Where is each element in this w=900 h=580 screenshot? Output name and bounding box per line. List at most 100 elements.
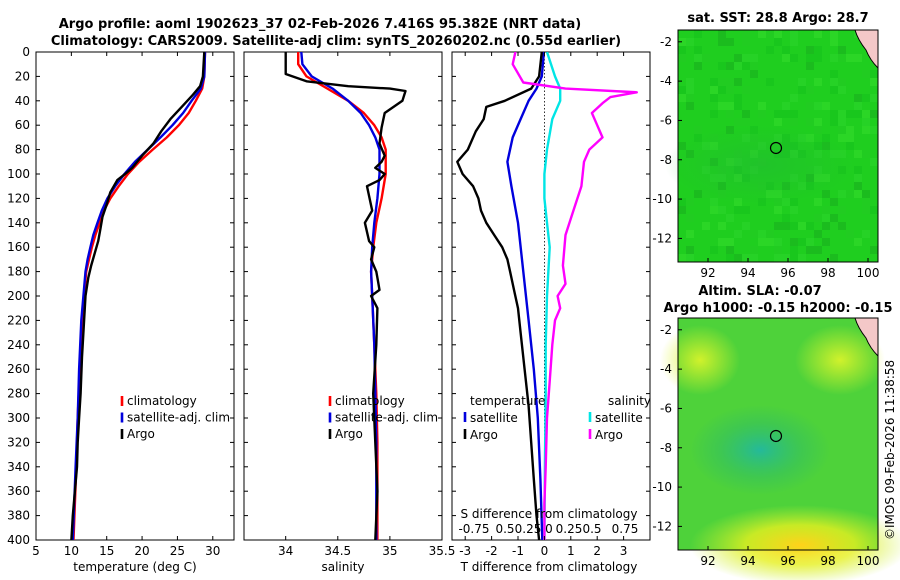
- sst-cell: [862, 118, 870, 126]
- map-xtick-label: 94: [740, 554, 755, 568]
- sst-cell: [694, 30, 702, 38]
- map-ytick-label: -8: [660, 153, 672, 167]
- sst-cell: [694, 54, 702, 62]
- sst-cell: [742, 30, 750, 38]
- ytick-label: 200: [7, 289, 30, 303]
- sst-cell: [822, 214, 830, 222]
- sdiff-tick-label: 0.5: [495, 522, 514, 536]
- sst-cell: [830, 86, 838, 94]
- sst-cell: [854, 182, 862, 190]
- sst-cell: [750, 254, 758, 262]
- sst-cell: [846, 54, 854, 62]
- xtick-label: 1: [567, 544, 575, 558]
- sdiff-tick-label: 0.75: [612, 522, 639, 536]
- ytick-label: 20: [15, 69, 30, 83]
- legend-label: climatology: [335, 394, 405, 408]
- xtick-label: 5: [32, 544, 40, 558]
- sst-cell: [734, 78, 742, 86]
- sst-cell: [726, 238, 734, 246]
- sst-cell: [822, 206, 830, 214]
- map-xtick-label: 92: [700, 266, 715, 280]
- series-line-temperature-satellite: [506, 52, 546, 540]
- sst-cell: [862, 110, 870, 118]
- map-ytick-label: -10: [652, 480, 672, 494]
- sla-map-subtitle: Argo h1000: -0.15 h2000: -0.15: [663, 301, 892, 316]
- sst-cell: [742, 110, 750, 118]
- sst-cell: [838, 126, 846, 134]
- sst-cell: [822, 190, 830, 198]
- sst-cell: [758, 110, 766, 118]
- sst-cell: [726, 38, 734, 46]
- sst-cell: [742, 222, 750, 230]
- sst-cell: [830, 54, 838, 62]
- ytick-label: 40: [15, 94, 30, 108]
- sst-cell: [734, 118, 742, 126]
- sst-cell: [726, 102, 734, 110]
- sst-cell: [862, 190, 870, 198]
- sst-cell: [814, 230, 822, 238]
- sst-cell: [854, 238, 862, 246]
- sst-cell: [678, 94, 686, 102]
- sst-cell: [726, 246, 734, 254]
- sst-cell: [830, 222, 838, 230]
- sst-cell: [758, 230, 766, 238]
- sdiff-tick-label: -0.75: [458, 522, 489, 536]
- legend-label: Argo: [595, 428, 623, 442]
- sst-cell: [774, 222, 782, 230]
- sla-low-anomaly: [690, 405, 830, 495]
- sst-cell: [854, 174, 862, 182]
- sst-map-yticks: -2 -4 -6 -8 -10 -12: [652, 35, 682, 245]
- sst-cell: [782, 110, 790, 118]
- sst-cell: [798, 86, 806, 94]
- sst-cell: [686, 78, 694, 86]
- temperature-series: [70, 52, 207, 540]
- map-ytick-label: -6: [660, 401, 672, 415]
- ytick-label: 140: [7, 216, 30, 230]
- sst-cell: [854, 102, 862, 110]
- legend-label: satellite-adj. clim: [127, 411, 230, 425]
- depth-yticks: 0 20 40 60 80 100 120 140 160 180 200 220 240 260 280 3…: [7, 45, 30, 547]
- sst-cell: [822, 222, 830, 230]
- sst-cell: [806, 102, 814, 110]
- sst-cell: [750, 54, 758, 62]
- map-ytick-label: -4: [660, 74, 672, 88]
- map-ytick-label: -6: [660, 113, 672, 127]
- ytick-label: 360: [7, 484, 30, 498]
- map-ytick-label: -8: [660, 441, 672, 455]
- sla-argo-location-marker: [769, 429, 783, 443]
- map-xtick-label: 94: [740, 266, 755, 280]
- sst-cell: [686, 254, 694, 262]
- ytick-label: 400: [7, 533, 30, 547]
- temperature-axes: [35, 51, 235, 541]
- sst-cell: [702, 222, 710, 230]
- sst-cell: [766, 230, 774, 238]
- sst-cell: [750, 62, 758, 70]
- ytick-label: 0: [22, 45, 30, 59]
- sst-cell: [734, 54, 742, 62]
- figure-title-line2: Climatology: CARS2009. Satellite-adj cli…: [51, 34, 621, 49]
- difference-series: [456, 52, 638, 540]
- sst-cell: [678, 206, 686, 214]
- sst-cell: [862, 198, 870, 206]
- salinity-xticks: 34 34.5 35 35.5: [278, 52, 455, 558]
- sst-cell: [742, 38, 750, 46]
- sst-cell: [710, 94, 718, 102]
- ytick-label: 160: [7, 240, 30, 254]
- legend-heading-salinity: salinity: [608, 394, 651, 408]
- sla-map-panel: Altim. SLA: -0.07 Argo h1000: -0.15 h200…: [652, 284, 900, 580]
- sst-cell: [798, 78, 806, 86]
- sst-cell: [742, 54, 750, 62]
- sst-cell: [758, 30, 766, 38]
- sla-map-frame: [677, 317, 879, 551]
- xtick-label: 20: [134, 544, 149, 558]
- xtick-label: 2: [593, 544, 601, 558]
- series-line-satellite-adj-clim: [300, 52, 381, 540]
- sdiff-tick-label: 0: [545, 522, 553, 536]
- sst-cell: [774, 206, 782, 214]
- sst-cell: [742, 206, 750, 214]
- temperature-legend: climatology satellite-adj. clim Argo: [120, 394, 230, 441]
- sst-cell: [806, 222, 814, 230]
- sst-cell: [718, 38, 726, 46]
- sst-cell: [742, 254, 750, 262]
- sst-cell: [814, 54, 822, 62]
